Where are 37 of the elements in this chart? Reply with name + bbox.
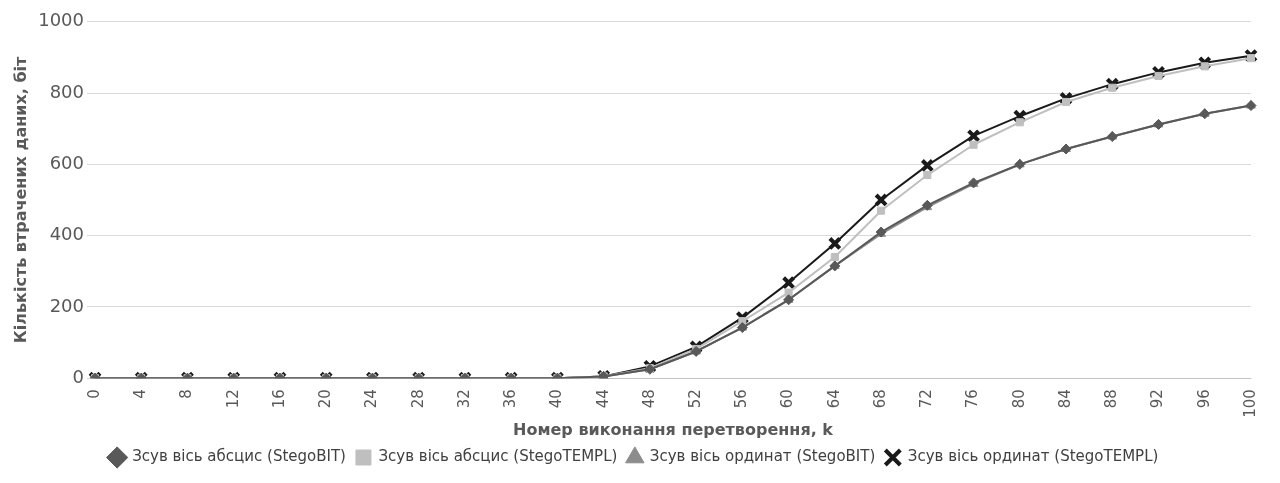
y-tick-label: 200	[49, 294, 85, 316]
x-tick-label: 68	[870, 389, 889, 409]
x-tick-label: 84	[1055, 389, 1074, 409]
x-tick-label: 0	[84, 389, 103, 399]
x-tick-label: 52	[686, 389, 705, 409]
legend-label: Зсув вісь ординат (StegoTEMPL)	[907, 447, 1159, 466]
x-tick-label: 76	[963, 389, 982, 409]
x-tick-label: 92	[1148, 389, 1167, 409]
x-tick-label: 56	[732, 389, 751, 409]
x-tick-label: 8	[177, 389, 196, 399]
y-tick-label: 400	[49, 223, 85, 245]
x-tick-label: 48	[639, 389, 658, 409]
x-axis-title: Номер виконання перетворення, k	[513, 419, 834, 439]
x-tick-label: 44	[593, 389, 612, 409]
y-axis-title: Кількість втрачених даних, біт	[10, 55, 30, 344]
x-tick-label: 4	[131, 389, 150, 399]
x-tick-label: 32	[454, 389, 473, 409]
x-tick-label: 64	[824, 389, 843, 409]
x-tick-label: 36	[501, 389, 520, 409]
x-tick-label: 24	[362, 389, 381, 409]
x-tick-label: 100	[1240, 389, 1259, 418]
x-tick-label: 72	[917, 389, 936, 409]
x-tick-label: 88	[1102, 389, 1121, 409]
legend-label: Зсув вісь абсцис (StegoBIT)	[132, 447, 346, 466]
x-tick-label: 16	[269, 389, 288, 409]
y-tick-label: 800	[49, 80, 85, 102]
legend-label: Зсув вісь ординат (StegoBIT)	[649, 447, 876, 466]
x-tick-label: 20	[316, 389, 335, 409]
y-tick-label: 1000	[38, 9, 85, 31]
x-tick-label: 28	[408, 389, 427, 409]
x-tick-label: 96	[1194, 389, 1213, 409]
legend-label: Зсув вісь абсцис (StegoTEMPL)	[378, 447, 618, 466]
x-tick-label: 12	[223, 389, 242, 409]
x-tick-label: 80	[1009, 389, 1028, 409]
y-tick-label: 600	[49, 152, 85, 174]
x-tick-label: 40	[547, 389, 566, 409]
x-tick-label: 60	[778, 389, 797, 409]
